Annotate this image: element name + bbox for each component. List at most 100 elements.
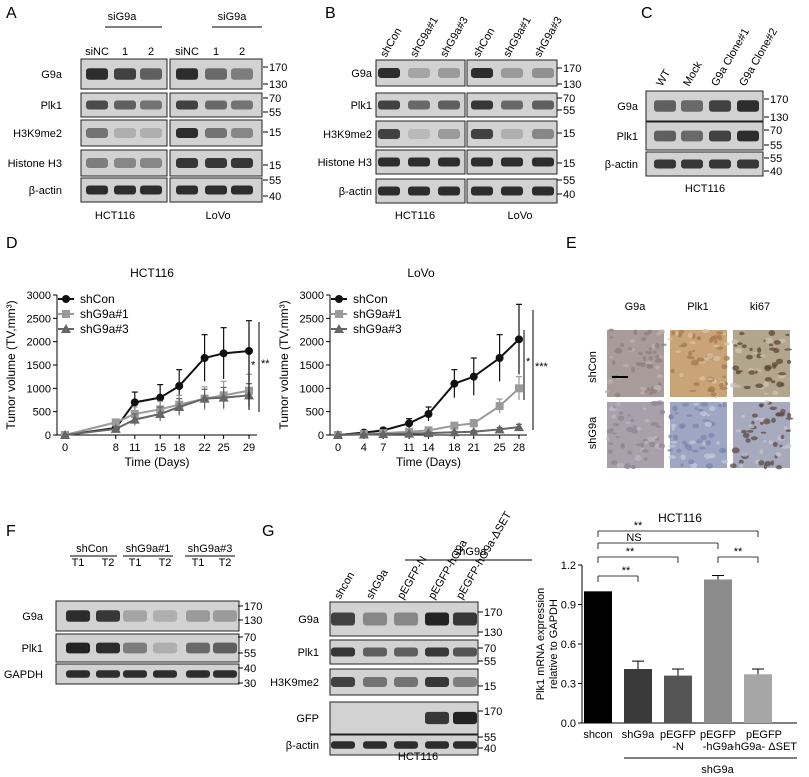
ihc-cell-nucleus bbox=[670, 441, 678, 444]
a-row-label: β-actin bbox=[29, 185, 62, 197]
ihc-cell-nucleus bbox=[654, 435, 658, 440]
d-data-point bbox=[219, 349, 228, 358]
b-band bbox=[471, 129, 493, 139]
panel-letter-f: F bbox=[6, 523, 16, 540]
a-band bbox=[205, 100, 227, 110]
d-data-point bbox=[515, 384, 523, 393]
f-marker-label: 70 bbox=[244, 632, 256, 644]
panel-letter-c: C bbox=[641, 5, 653, 22]
g-bar bbox=[744, 674, 772, 723]
ihc-cell-nucleus bbox=[745, 438, 751, 443]
f-marker-label: 40 bbox=[244, 663, 256, 675]
ihc-cell-nucleus bbox=[752, 352, 758, 355]
d-x-tick-label: 18 bbox=[173, 442, 185, 454]
ihc-cell-nucleus bbox=[702, 441, 706, 446]
g-band bbox=[425, 612, 449, 626]
ihc-cell-nucleus bbox=[768, 330, 776, 337]
d-data-point bbox=[199, 393, 210, 403]
b-band bbox=[471, 157, 493, 167]
g-y-tick-label: 1.2 bbox=[561, 560, 576, 572]
panel-g-header: shG9a bbox=[454, 546, 487, 558]
ihc-cell-nucleus bbox=[785, 429, 791, 433]
g-x-tick-label: shcon bbox=[583, 729, 612, 741]
f-marker-label: 55 bbox=[244, 648, 256, 660]
b-lane-label: shCon bbox=[378, 26, 404, 60]
f-band bbox=[96, 642, 120, 654]
ihc-cell-nucleus bbox=[702, 419, 711, 422]
ihc-cell-nucleus bbox=[773, 340, 781, 345]
ihc-cell-nucleus bbox=[770, 380, 776, 384]
g-band bbox=[453, 677, 477, 687]
ihc-cell-nucleus bbox=[658, 443, 666, 449]
g-row-label: Plk1 bbox=[298, 647, 319, 659]
d-data-point bbox=[333, 430, 343, 439]
ihc-cell-nucleus bbox=[702, 328, 710, 334]
a-band bbox=[231, 158, 253, 168]
a-marker-label: 40 bbox=[269, 191, 281, 203]
d-x-tick-label: 18 bbox=[448, 442, 460, 454]
f-lane-label: T1 bbox=[192, 557, 205, 569]
panel-letter-g: G bbox=[262, 523, 274, 540]
g-x-tick-label: pEGFP bbox=[660, 729, 696, 741]
d-data-point bbox=[495, 354, 504, 362]
b-band bbox=[378, 186, 400, 196]
ihc-cell-nucleus bbox=[707, 377, 714, 381]
ihc-cell-nucleus bbox=[612, 422, 620, 427]
d-data-point bbox=[200, 354, 209, 362]
ihc-cell-nucleus bbox=[646, 361, 653, 365]
ihc-cell-nucleus bbox=[677, 332, 682, 338]
a-band bbox=[205, 158, 227, 168]
d-legend-marker bbox=[62, 295, 70, 303]
a-band bbox=[231, 185, 253, 195]
ihc-cell-nucleus bbox=[756, 353, 763, 359]
g-x-tick-label: -hG9a bbox=[703, 741, 734, 753]
ihc-cell-nucleus bbox=[640, 442, 645, 449]
ihc-cell-nucleus bbox=[671, 330, 675, 336]
ihc-cell-nucleus bbox=[712, 344, 721, 348]
b-band bbox=[501, 68, 523, 78]
a-band bbox=[86, 100, 108, 110]
ihc-cell-nucleus bbox=[757, 347, 762, 353]
ihc-cell-nucleus bbox=[673, 434, 679, 441]
d-x-tick-label: 25 bbox=[217, 442, 229, 454]
a-band bbox=[231, 68, 253, 80]
g-row-label: H3K9me2 bbox=[270, 677, 319, 689]
d-y-tick-label: 0 bbox=[318, 430, 324, 442]
g-band bbox=[363, 677, 387, 687]
ihc-cell-nucleus bbox=[699, 411, 708, 417]
ihc-cell-nucleus bbox=[609, 356, 614, 359]
f-lane-label: T2 bbox=[102, 557, 115, 569]
f-row-label: GAPDH bbox=[4, 669, 43, 681]
ihc-cell-nucleus bbox=[643, 457, 648, 461]
c-band bbox=[681, 130, 703, 142]
ihc-cell-nucleus bbox=[606, 436, 610, 441]
c-marker-label: 70 bbox=[770, 125, 782, 137]
a-band bbox=[205, 68, 227, 80]
ihc-cell-nucleus bbox=[652, 350, 657, 354]
b-band bbox=[532, 100, 554, 110]
a-marker-label: 15 bbox=[269, 127, 281, 139]
g-band bbox=[363, 741, 387, 749]
a-lane-label: 1 bbox=[213, 46, 219, 58]
f-marker-label: 30 bbox=[244, 678, 256, 690]
f-band bbox=[186, 610, 210, 622]
ihc-cell-nucleus bbox=[656, 373, 663, 379]
ihc-cell-nucleus bbox=[641, 336, 647, 342]
f-lane-label: T2 bbox=[219, 557, 232, 569]
g-x-tick-label: pEGFP bbox=[700, 729, 736, 741]
d-data-point bbox=[450, 421, 459, 430]
ihc-cell-nucleus bbox=[635, 362, 643, 366]
ihc-cell-nucleus bbox=[739, 331, 745, 336]
g-y-axis-label-1: Plk1 mRNA expression bbox=[535, 588, 547, 701]
ihc-cell-nucleus bbox=[688, 350, 693, 356]
ihc-cell-nucleus bbox=[710, 392, 718, 397]
a-band bbox=[205, 185, 227, 195]
b-marker-label: 55 bbox=[563, 175, 575, 187]
g-bar bbox=[584, 591, 612, 723]
g-comparison-label: ** bbox=[622, 565, 631, 577]
ihc-cell-nucleus bbox=[607, 449, 613, 455]
ihc-cell-nucleus bbox=[697, 408, 704, 412]
d-data-point bbox=[515, 335, 523, 344]
g-marker-label: 170 bbox=[484, 706, 502, 718]
